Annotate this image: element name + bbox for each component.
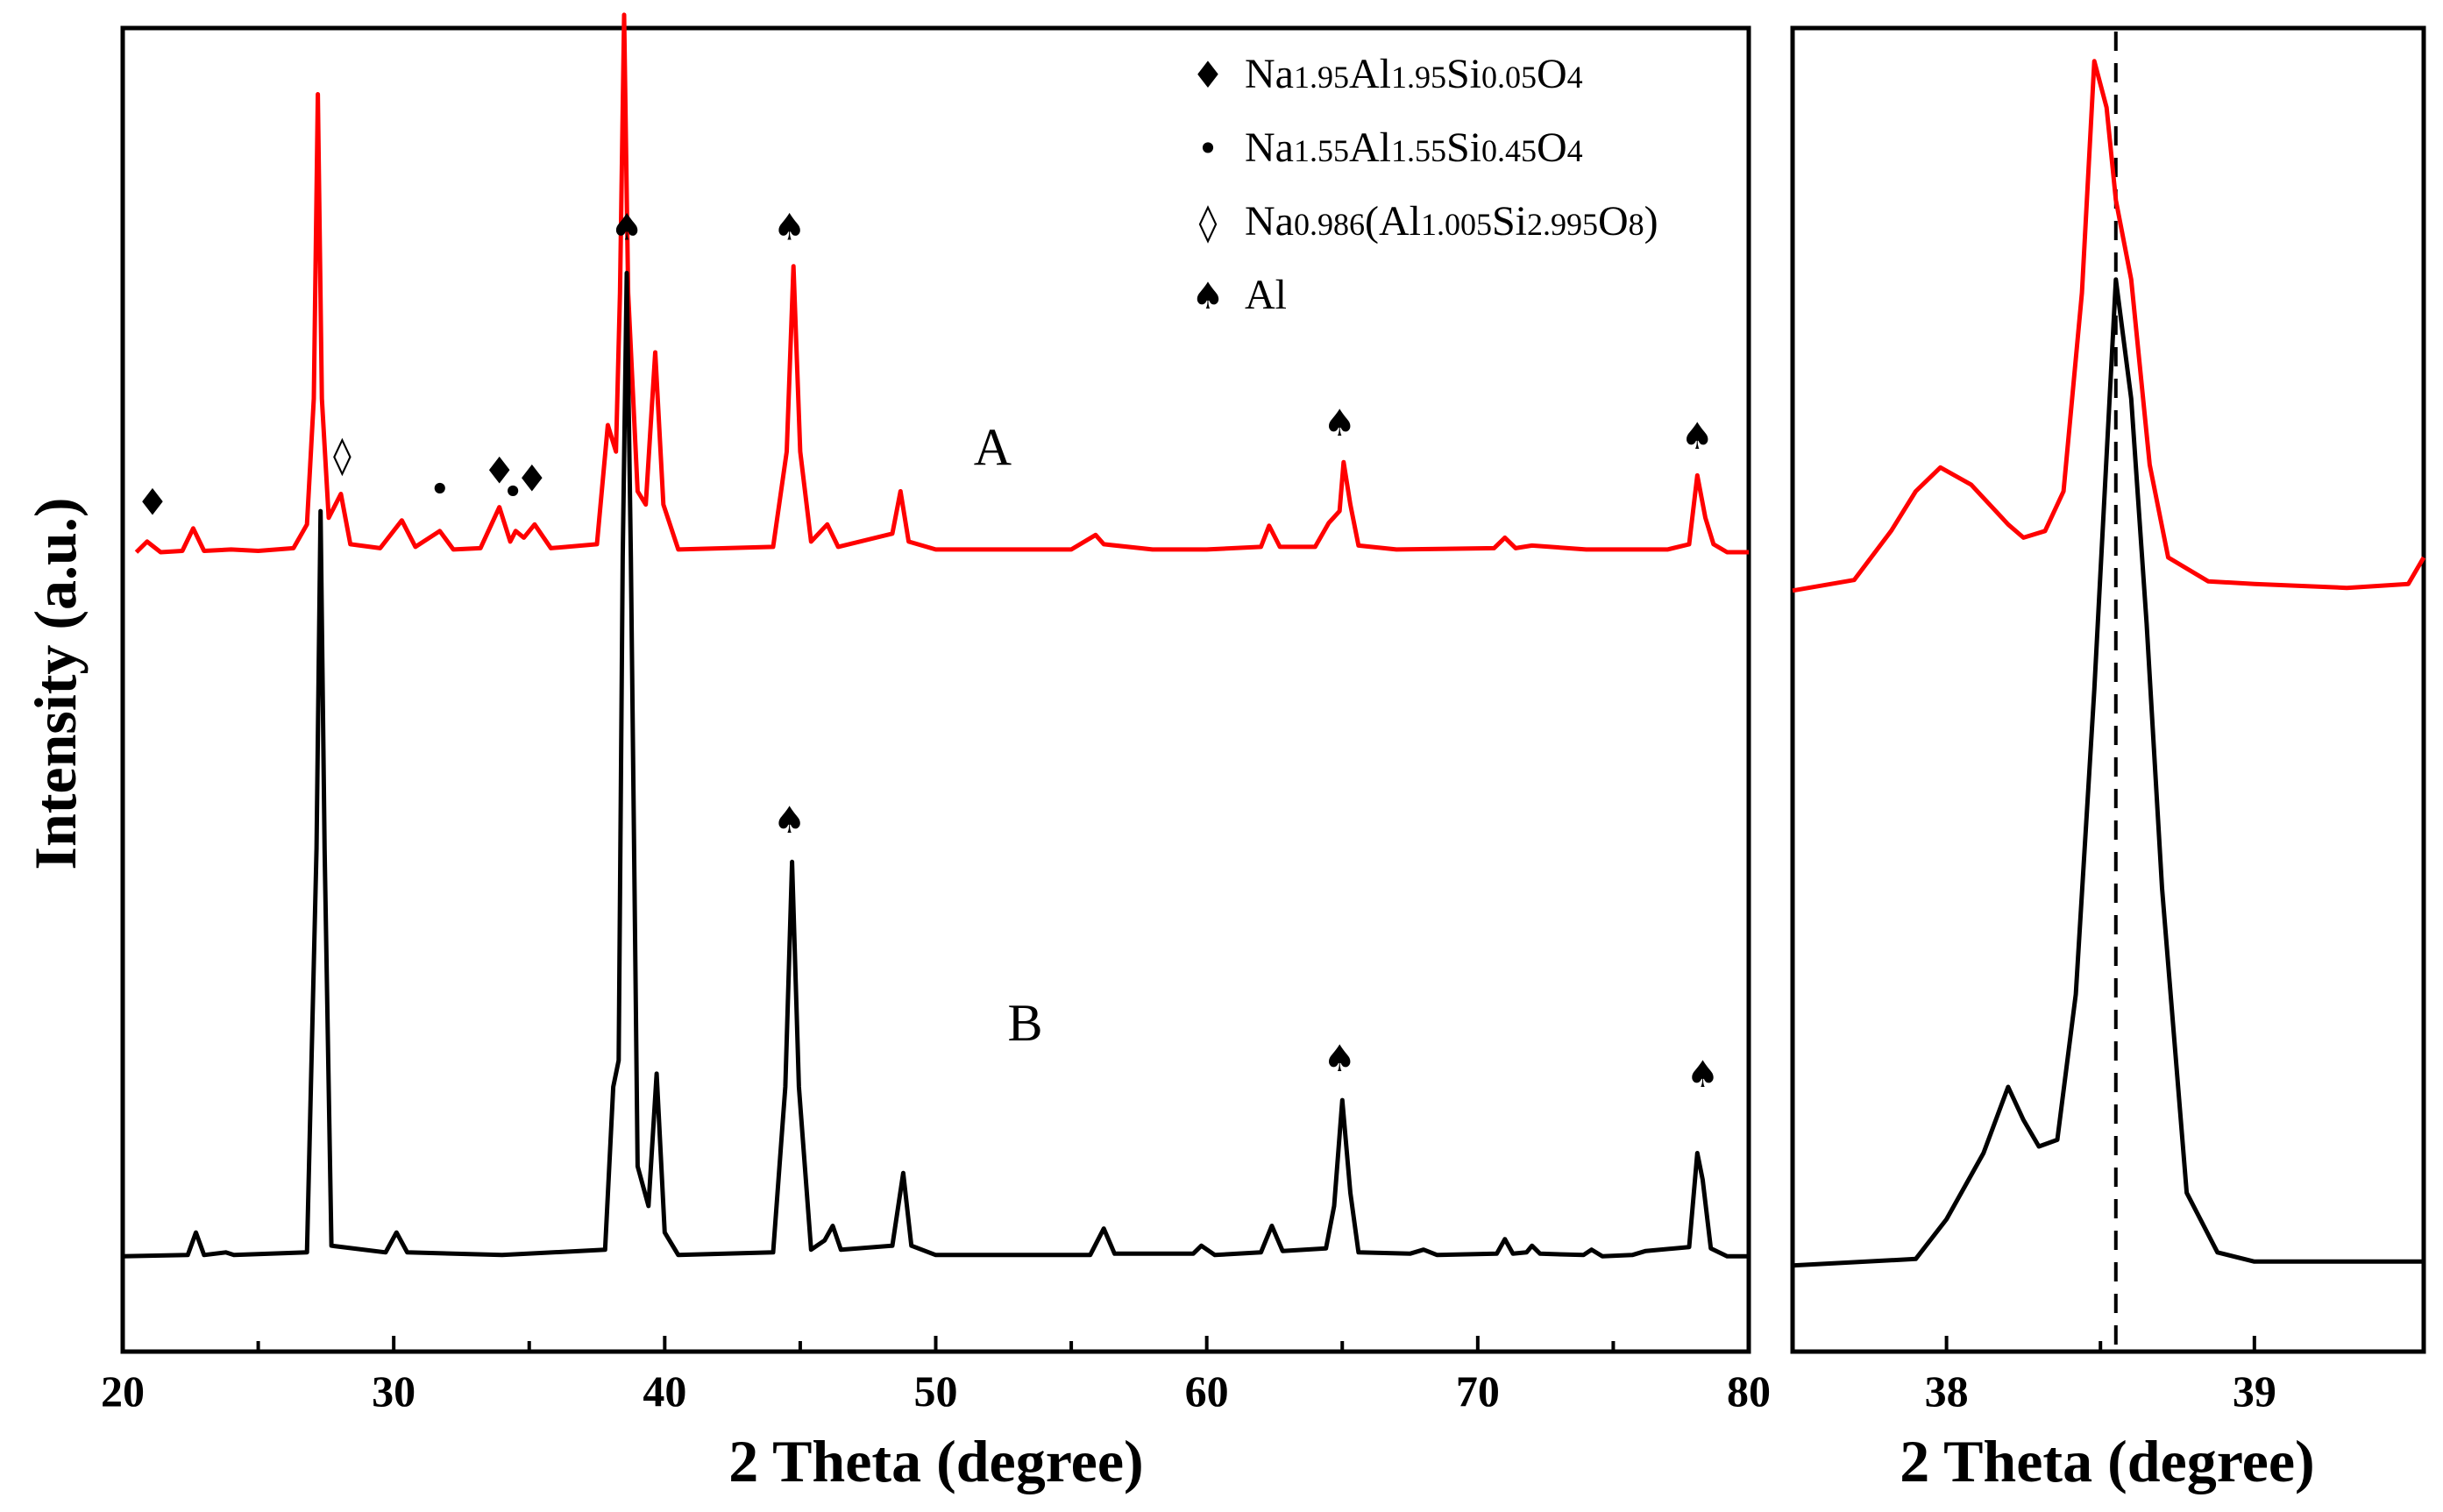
left-curve-labels: AB — [974, 418, 1043, 1052]
left-x-tick-label: 30 — [372, 1366, 415, 1416]
legend-label-part: 1.95 — [1391, 60, 1446, 95]
left-x-tick-label: 50 — [914, 1366, 958, 1416]
left-x-ticks: 20 30 40 50 60 70 80 — [101, 1336, 1771, 1416]
legend-label-part: Na — [1245, 51, 1294, 97]
right-x-tick-label: 39 — [2233, 1366, 2276, 1416]
legend-label-part: 0.05 — [1481, 60, 1537, 95]
legend-label-part: 2.995 — [1527, 207, 1598, 242]
legend-label-part: 0.986 — [1294, 207, 1365, 242]
open-diamond-icon: ◊ — [333, 433, 352, 476]
spade-icon: ♠ — [610, 206, 643, 249]
diamond-icon: ♦ — [136, 481, 169, 524]
dot-icon: • — [429, 468, 451, 511]
left-series-a — [134, 12, 1749, 555]
spade-icon: ♠ — [1191, 274, 1225, 317]
left-peak-markers: ♦◊•♦•♦♠♠♠♠♠♠♠♠ — [136, 206, 1720, 1096]
dot-icon: • — [1197, 127, 1219, 170]
legend-label-part: Al — [1245, 272, 1287, 318]
legend-label-part: Si — [1446, 51, 1481, 97]
diamond-icon: ♦ — [483, 449, 516, 492]
right-x-ticks: 38 39 — [1925, 1336, 2276, 1416]
right-x-axis-label: 2 Theta (degree) — [1900, 1428, 2314, 1494]
left-x-tick-label: 40 — [643, 1366, 686, 1416]
right-panel: 38 39 2 Theta (degree) — [1790, 25, 2426, 1494]
left-series-group — [122, 12, 1749, 1259]
legend-label-part: Na — [1245, 124, 1294, 171]
dot-icon: • — [502, 471, 524, 514]
legend-label: Na1.55Al1.55Si0.45O4 — [1245, 124, 1583, 171]
legend-label-part: Si — [1492, 198, 1527, 245]
legend-label-part: O — [1598, 198, 1629, 245]
diamond-icon: ♦ — [1191, 53, 1225, 96]
legend-label-part: 8 — [1629, 207, 1644, 242]
spade-icon: ♠ — [1687, 1053, 1720, 1096]
right-plot-frame — [1790, 25, 2426, 1354]
legend-label-part: 4 — [1567, 60, 1583, 95]
right-series-group — [1792, 59, 2426, 1268]
y-axis-label: Intensity (a.u.) — [22, 497, 89, 870]
right-series-a — [1792, 59, 2426, 593]
spade-icon: ♠ — [773, 206, 806, 249]
legend-label: Al — [1245, 272, 1287, 318]
curve-label-b: B — [1008, 994, 1043, 1052]
diamond-icon: ♦ — [515, 458, 549, 500]
legend-entry: ♠ Al — [1191, 272, 1287, 318]
legend-label-part: Na — [1245, 198, 1294, 245]
legend-label: Na0.986(Al1.005Si2.995O8) — [1245, 198, 1658, 245]
left-x-tick-label: 80 — [1727, 1366, 1771, 1416]
right-series-b — [1792, 277, 2424, 1268]
spade-icon: ♠ — [773, 799, 806, 841]
legend-entry: ♦ Na1.95Al1.95Si0.05O4 — [1191, 51, 1583, 97]
spade-icon: ♠ — [1680, 415, 1714, 458]
left-series-b — [122, 270, 1749, 1259]
legend-label-part: (Al — [1365, 198, 1421, 245]
legend-label-part: ) — [1644, 198, 1658, 245]
spade-icon: ♠ — [1323, 1037, 1356, 1080]
legend-label-part: Si — [1446, 124, 1481, 171]
left-x-tick-label: 20 — [101, 1366, 145, 1416]
legend-label-part: O — [1537, 124, 1567, 171]
legend-label-part: Al — [1349, 51, 1391, 97]
legend: ♦ Na1.95Al1.95Si0.05O4• Na1.55Al1.55Si0.45… — [1191, 51, 1658, 318]
legend-label-part: O — [1537, 51, 1567, 97]
legend-label-part: 1.005 — [1421, 207, 1492, 242]
legend-label-part: 1.95 — [1294, 60, 1349, 95]
legend-label-part: 1.55 — [1391, 133, 1446, 168]
open-diamond-icon: ◊ — [1199, 201, 1218, 244]
legend-entry: ◊ Na0.986(Al1.005Si2.995O8) — [1199, 198, 1658, 245]
legend-label-part: Al — [1349, 124, 1391, 171]
legend-entry: • Na1.55Al1.55Si0.45O4 — [1197, 124, 1583, 171]
legend-label-part: 4 — [1567, 133, 1583, 168]
legend-label-part: 1.55 — [1294, 133, 1349, 168]
legend-label-part: 0.45 — [1481, 133, 1537, 168]
legend-label: Na1.95Al1.95Si0.05O4 — [1245, 51, 1583, 97]
left-x-axis-label: 2 Theta (degree) — [728, 1428, 1143, 1494]
spade-icon: ♠ — [1323, 401, 1356, 444]
curve-label-a: A — [974, 418, 1012, 476]
left-x-tick-label: 70 — [1456, 1366, 1500, 1416]
left-x-tick-label: 60 — [1185, 1366, 1229, 1416]
right-x-tick-label: 38 — [1925, 1366, 1969, 1416]
